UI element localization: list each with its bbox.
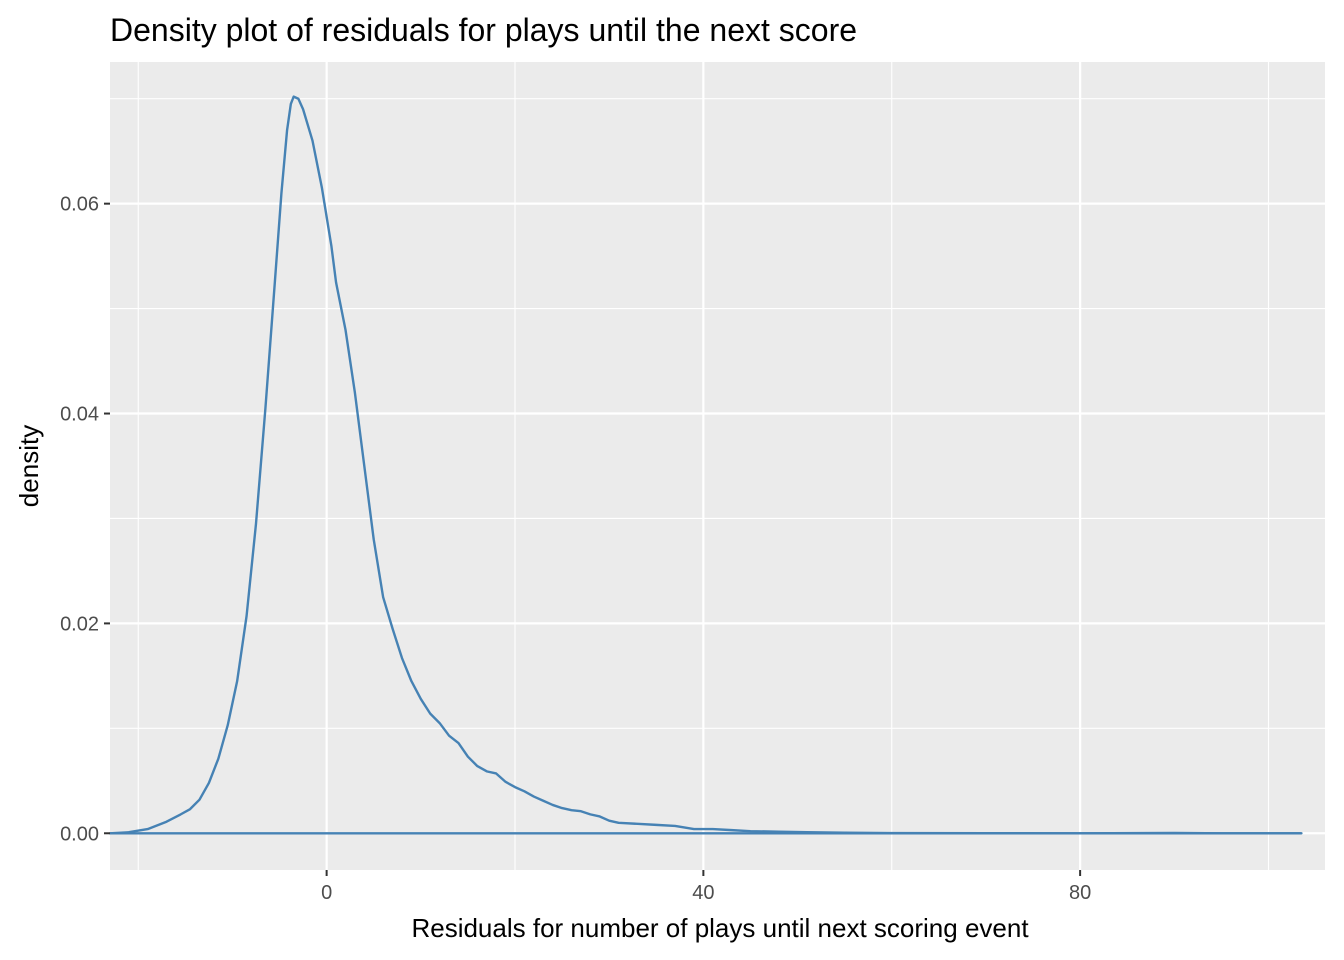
y-axis-title: density bbox=[14, 425, 44, 507]
y-axis: 0.00 0.02 0.04 0.06 bbox=[60, 194, 110, 845]
y-tick-label: 0.02 bbox=[60, 613, 99, 635]
series-layer bbox=[108, 95, 1303, 835]
x-axis: 0 40 80 bbox=[321, 870, 1091, 904]
x-tick-label: 40 bbox=[692, 882, 714, 904]
density-curve bbox=[108, 95, 1303, 835]
y-tick-label: 0.04 bbox=[60, 404, 99, 426]
chart-title: Density plot of residuals for plays unti… bbox=[110, 12, 857, 48]
x-tick-label: 80 bbox=[1069, 882, 1091, 904]
y-tick-label: 0.00 bbox=[60, 823, 99, 845]
x-axis-title: Residuals for number of plays until next… bbox=[411, 913, 1029, 943]
plot-panel bbox=[110, 62, 1325, 870]
x-tick-label: 0 bbox=[321, 882, 332, 904]
minor-gridlines bbox=[110, 62, 1325, 870]
y-tick-label: 0.06 bbox=[60, 194, 99, 216]
